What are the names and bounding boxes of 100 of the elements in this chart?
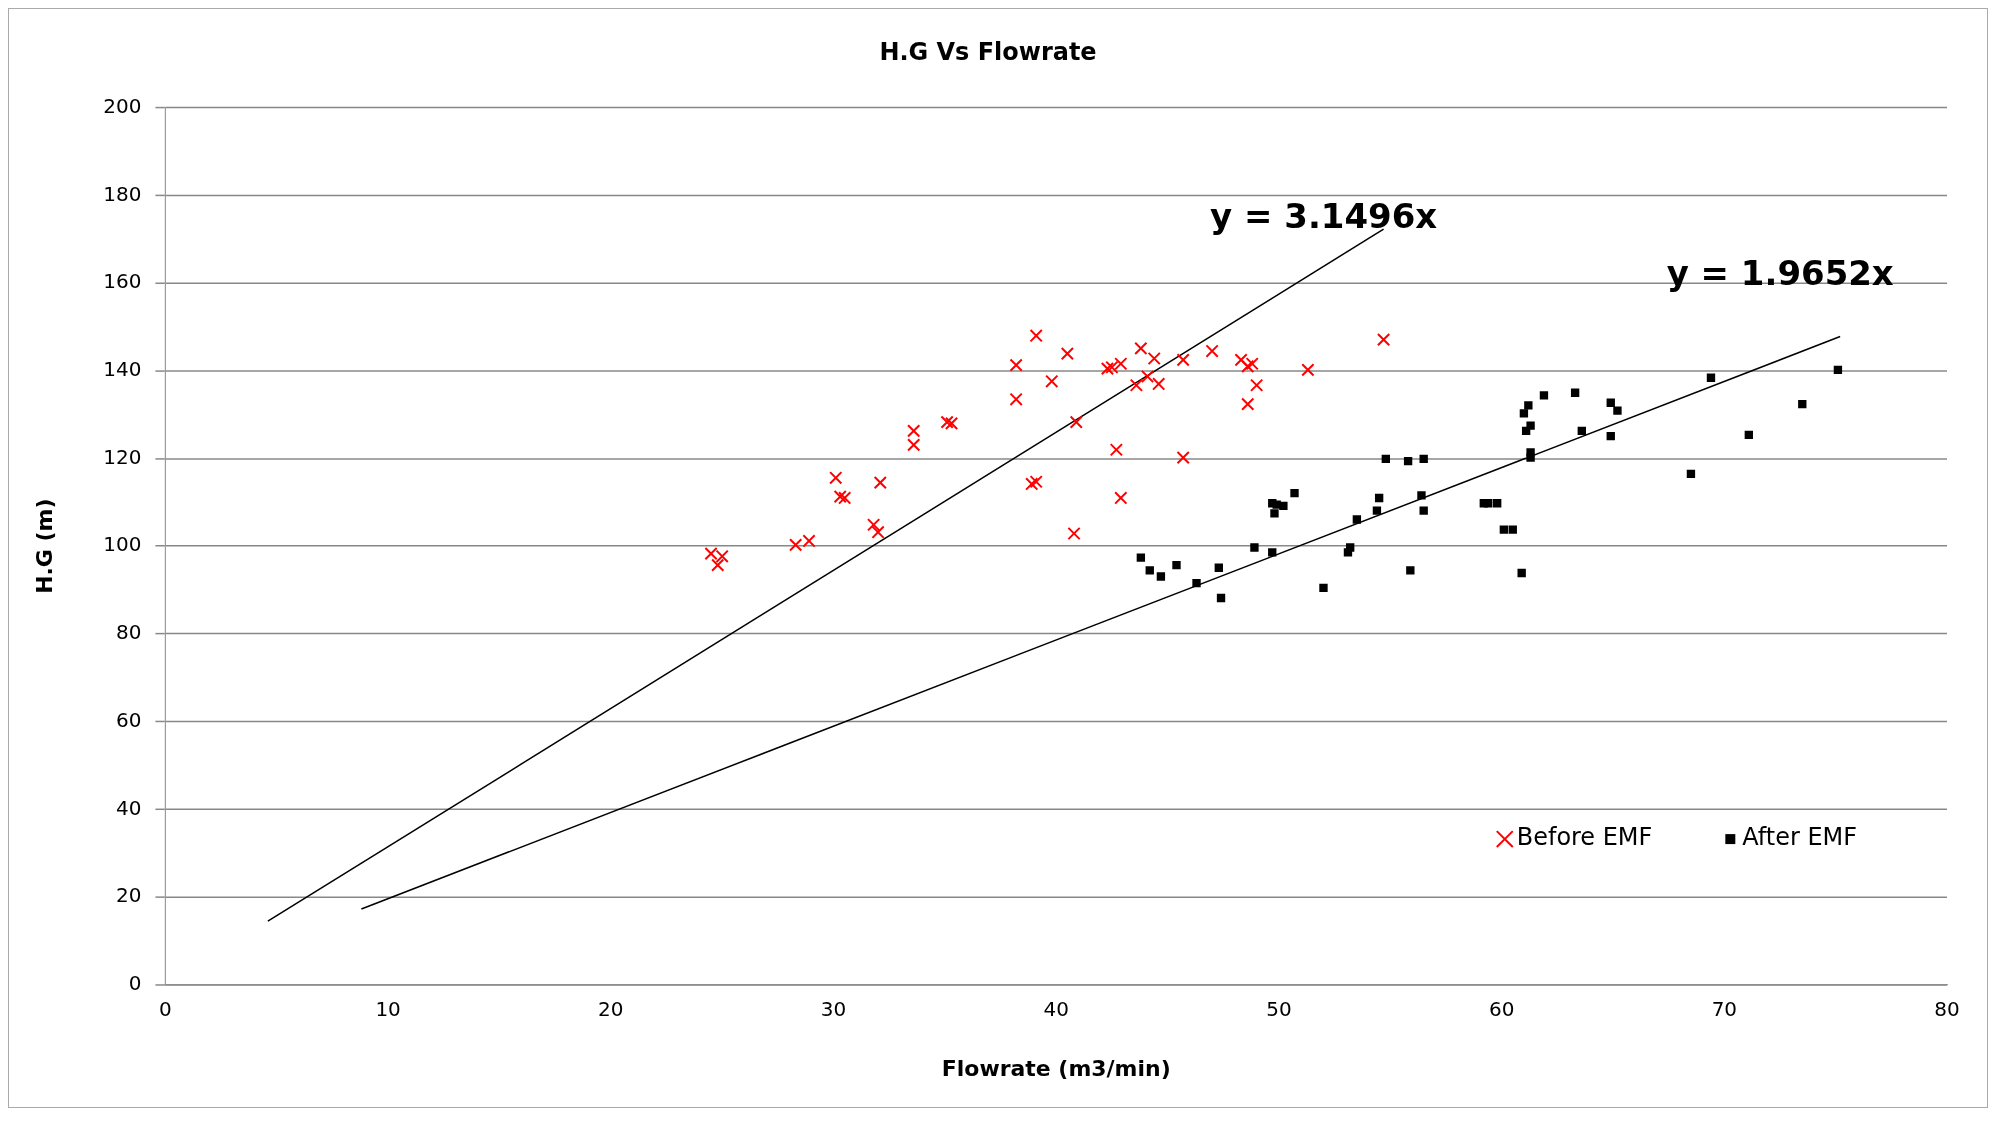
- point: [1105, 360, 1119, 374]
- point: [1114, 357, 1128, 371]
- point: [1376, 332, 1391, 347]
- point: [1417, 491, 1426, 500]
- point: [1301, 363, 1315, 377]
- point: [1508, 525, 1517, 534]
- point: [940, 415, 954, 429]
- point: [873, 475, 887, 490]
- point: [1060, 347, 1075, 361]
- y-tick-label: 20: [116, 883, 142, 908]
- x-tick-label: 20: [598, 996, 624, 1021]
- point: [1109, 443, 1124, 457]
- point: [1526, 448, 1535, 457]
- x-tick-label: 0: [159, 996, 172, 1021]
- point: [1029, 475, 1043, 489]
- legend-label: Before EMF: [1516, 823, 1653, 852]
- point: [1069, 415, 1083, 429]
- y-axis-title: H.G (m): [31, 498, 57, 594]
- point: [1045, 374, 1059, 388]
- x-tick-label: 50: [1266, 996, 1292, 1021]
- point: [1241, 359, 1255, 374]
- point: [1009, 392, 1023, 406]
- point: [1319, 583, 1328, 593]
- point: [1539, 391, 1549, 400]
- legend-label: After EMF: [1742, 823, 1858, 852]
- point: [1009, 358, 1023, 372]
- point: [711, 558, 725, 572]
- point: [1499, 525, 1509, 534]
- point: [1216, 593, 1226, 603]
- y-tick-label: 80: [116, 620, 142, 645]
- point: [1100, 361, 1115, 376]
- y-tick-label: 160: [103, 269, 142, 294]
- point: [1136, 553, 1146, 562]
- point: [1526, 421, 1535, 430]
- point: [1250, 378, 1264, 392]
- point: [838, 491, 852, 505]
- point: [1686, 469, 1696, 479]
- y-tick-label: 120: [103, 444, 142, 469]
- point: [1172, 560, 1181, 570]
- point: [1406, 566, 1415, 575]
- point: [871, 525, 885, 539]
- point: [1381, 454, 1391, 464]
- y-tick-label: 60: [116, 707, 142, 732]
- point: [1833, 365, 1843, 375]
- point: [1205, 344, 1219, 358]
- y-tick-label: 200: [103, 93, 142, 118]
- point: [1290, 488, 1299, 498]
- point: [1798, 399, 1807, 409]
- point: [1570, 388, 1580, 397]
- point: [1372, 506, 1382, 515]
- x-axis-title: Flowrate (m3/min): [941, 1055, 1171, 1081]
- point: [1270, 509, 1279, 518]
- point: [1250, 543, 1259, 552]
- annotation: y = 3.1496x: [1210, 195, 1438, 236]
- chart-title: H.G Vs Flowrate: [879, 37, 1097, 66]
- x-tick-label: 60: [1488, 996, 1515, 1021]
- annotation: y = 1.9652x: [1666, 253, 1894, 294]
- point: [1744, 430, 1754, 439]
- point: [944, 416, 959, 431]
- x-tick-label: 70: [1711, 996, 1738, 1021]
- point: [1029, 329, 1043, 343]
- point: [1145, 566, 1154, 575]
- point: [1134, 341, 1148, 356]
- x-tick-label: 30: [820, 996, 847, 1021]
- point: [1268, 548, 1277, 557]
- point: [1493, 499, 1502, 508]
- point: [1403, 456, 1413, 466]
- point: [1606, 431, 1615, 441]
- point: [1352, 515, 1362, 524]
- point: [1484, 499, 1493, 508]
- point: [1114, 491, 1128, 505]
- point: [1374, 493, 1384, 503]
- point: [1067, 526, 1081, 541]
- point: [1524, 401, 1533, 410]
- point: [1152, 377, 1166, 391]
- point: [1346, 543, 1355, 552]
- point: [829, 471, 843, 485]
- point: [1245, 357, 1259, 371]
- point: [1517, 568, 1526, 578]
- point: [1706, 373, 1716, 382]
- y-tick-label: 180: [103, 181, 142, 206]
- point: [1129, 378, 1144, 392]
- point: [1519, 409, 1529, 418]
- point: [1606, 398, 1615, 407]
- point: [1279, 501, 1288, 511]
- y-tick-label: 100: [103, 532, 142, 557]
- point: [1214, 563, 1223, 572]
- point: [1147, 351, 1161, 366]
- point: [1156, 572, 1166, 581]
- point: [1577, 426, 1586, 436]
- x-tick-label: 40: [1043, 996, 1069, 1021]
- x-tick-label: 80: [1934, 996, 1960, 1021]
- point: [1176, 450, 1190, 465]
- y-tick-label: 140: [103, 356, 142, 381]
- point: [1025, 477, 1039, 491]
- point: [1241, 397, 1255, 411]
- point: [1234, 353, 1248, 367]
- point: [833, 490, 847, 504]
- x-tick-label: 10: [375, 996, 401, 1021]
- y-tick-label: 0: [128, 971, 142, 996]
